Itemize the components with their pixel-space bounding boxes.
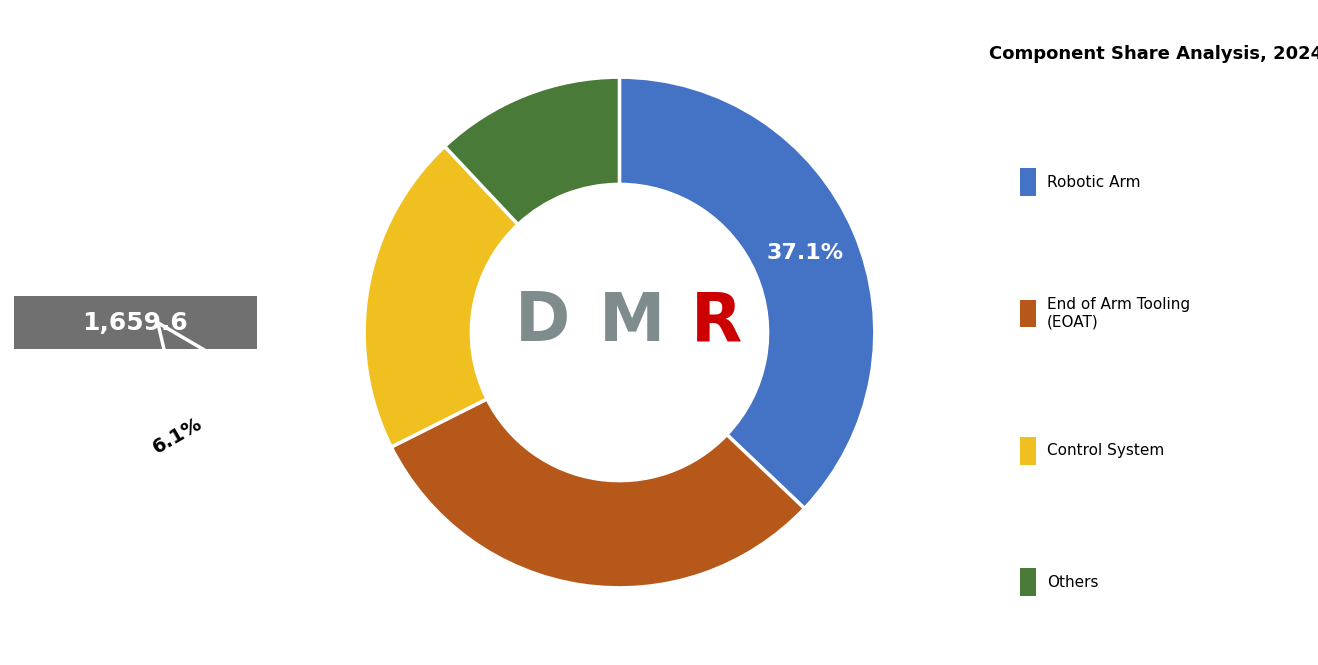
Wedge shape <box>391 399 804 588</box>
Text: D: D <box>515 289 571 355</box>
Wedge shape <box>444 77 619 225</box>
Text: 37.1%: 37.1% <box>766 243 844 263</box>
Text: R: R <box>691 289 742 355</box>
Text: M: M <box>600 289 666 355</box>
FancyBboxPatch shape <box>1020 300 1036 327</box>
FancyBboxPatch shape <box>1020 168 1036 196</box>
FancyBboxPatch shape <box>1020 437 1036 465</box>
Text: Component Share Analysis, 2024: Component Share Analysis, 2024 <box>990 45 1318 63</box>
Text: Dimension
Market
Research: Dimension Market Research <box>57 68 214 158</box>
Text: Global Palletizing
Robot Market Size
(USD Million), 2024: Global Palletizing Robot Market Size (US… <box>53 229 217 283</box>
FancyBboxPatch shape <box>1020 569 1036 596</box>
Polygon shape <box>130 346 221 532</box>
FancyBboxPatch shape <box>13 296 257 349</box>
Text: 1,659.6: 1,659.6 <box>82 311 188 334</box>
Text: Robotic Arm: Robotic Arm <box>1046 175 1140 190</box>
Text: Others: Others <box>1046 575 1098 590</box>
Wedge shape <box>364 146 518 447</box>
Wedge shape <box>619 77 875 509</box>
Text: Control System: Control System <box>1046 444 1164 458</box>
Circle shape <box>472 184 767 481</box>
Text: 6.1%: 6.1% <box>149 414 206 458</box>
Text: CAGR
2024-2033: CAGR 2024-2033 <box>42 476 125 541</box>
Text: End of Arm Tooling
(EOAT): End of Arm Tooling (EOAT) <box>1046 297 1190 330</box>
